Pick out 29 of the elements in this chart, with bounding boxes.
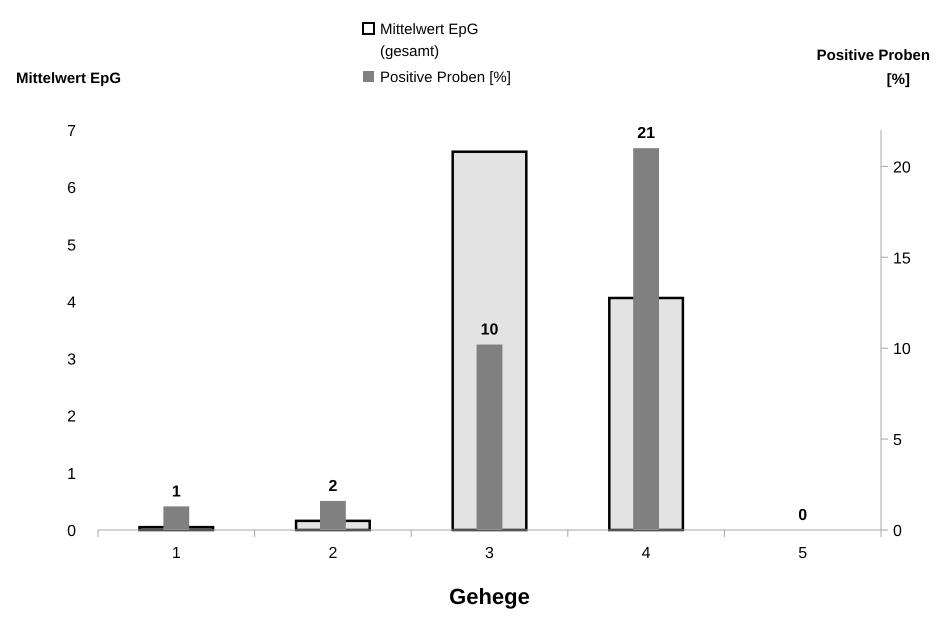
y2-tick-label: 20 bbox=[893, 159, 911, 176]
x-axis-title: Gehege bbox=[449, 584, 530, 609]
y-tick-label: 0 bbox=[67, 523, 76, 540]
y-tick-label: 5 bbox=[67, 237, 76, 254]
y-tick-label: 1 bbox=[67, 466, 76, 483]
data-label: 2 bbox=[328, 478, 338, 495]
x-tick-label: 2 bbox=[328, 545, 338, 562]
x-tick-label: 1 bbox=[172, 545, 181, 562]
y-tick-label: 4 bbox=[67, 294, 76, 312]
y-axis-title: Mittelwert EpG bbox=[16, 70, 122, 87]
x-tick-label: 5 bbox=[798, 545, 808, 562]
legend-label: Mittelwert EpG (gesamt) bbox=[380, 21, 478, 60]
legend-label: Positive Proben [%] bbox=[380, 69, 511, 86]
y-tick-label: 6 bbox=[67, 180, 76, 198]
data-label: 1 bbox=[172, 483, 181, 500]
data-label: 10 bbox=[480, 322, 498, 339]
y2-tick-label: 10 bbox=[893, 341, 911, 358]
data-label: 21 bbox=[637, 125, 656, 142]
y2-axis-title: Positive Proben [%] bbox=[816, 47, 930, 88]
y2-tick-label: 15 bbox=[893, 250, 911, 268]
y2-tick-label: 0 bbox=[893, 523, 902, 540]
y2-tick-label: 5 bbox=[893, 432, 902, 450]
x-tick-label: 4 bbox=[642, 545, 651, 562]
data-label: 0 bbox=[798, 507, 808, 524]
y-tick-label: 7 bbox=[67, 123, 76, 140]
bar bbox=[476, 344, 502, 530]
y-tick-label: 3 bbox=[67, 352, 76, 369]
y-tick-label: 2 bbox=[67, 408, 76, 426]
x-tick-label: 3 bbox=[485, 545, 494, 562]
